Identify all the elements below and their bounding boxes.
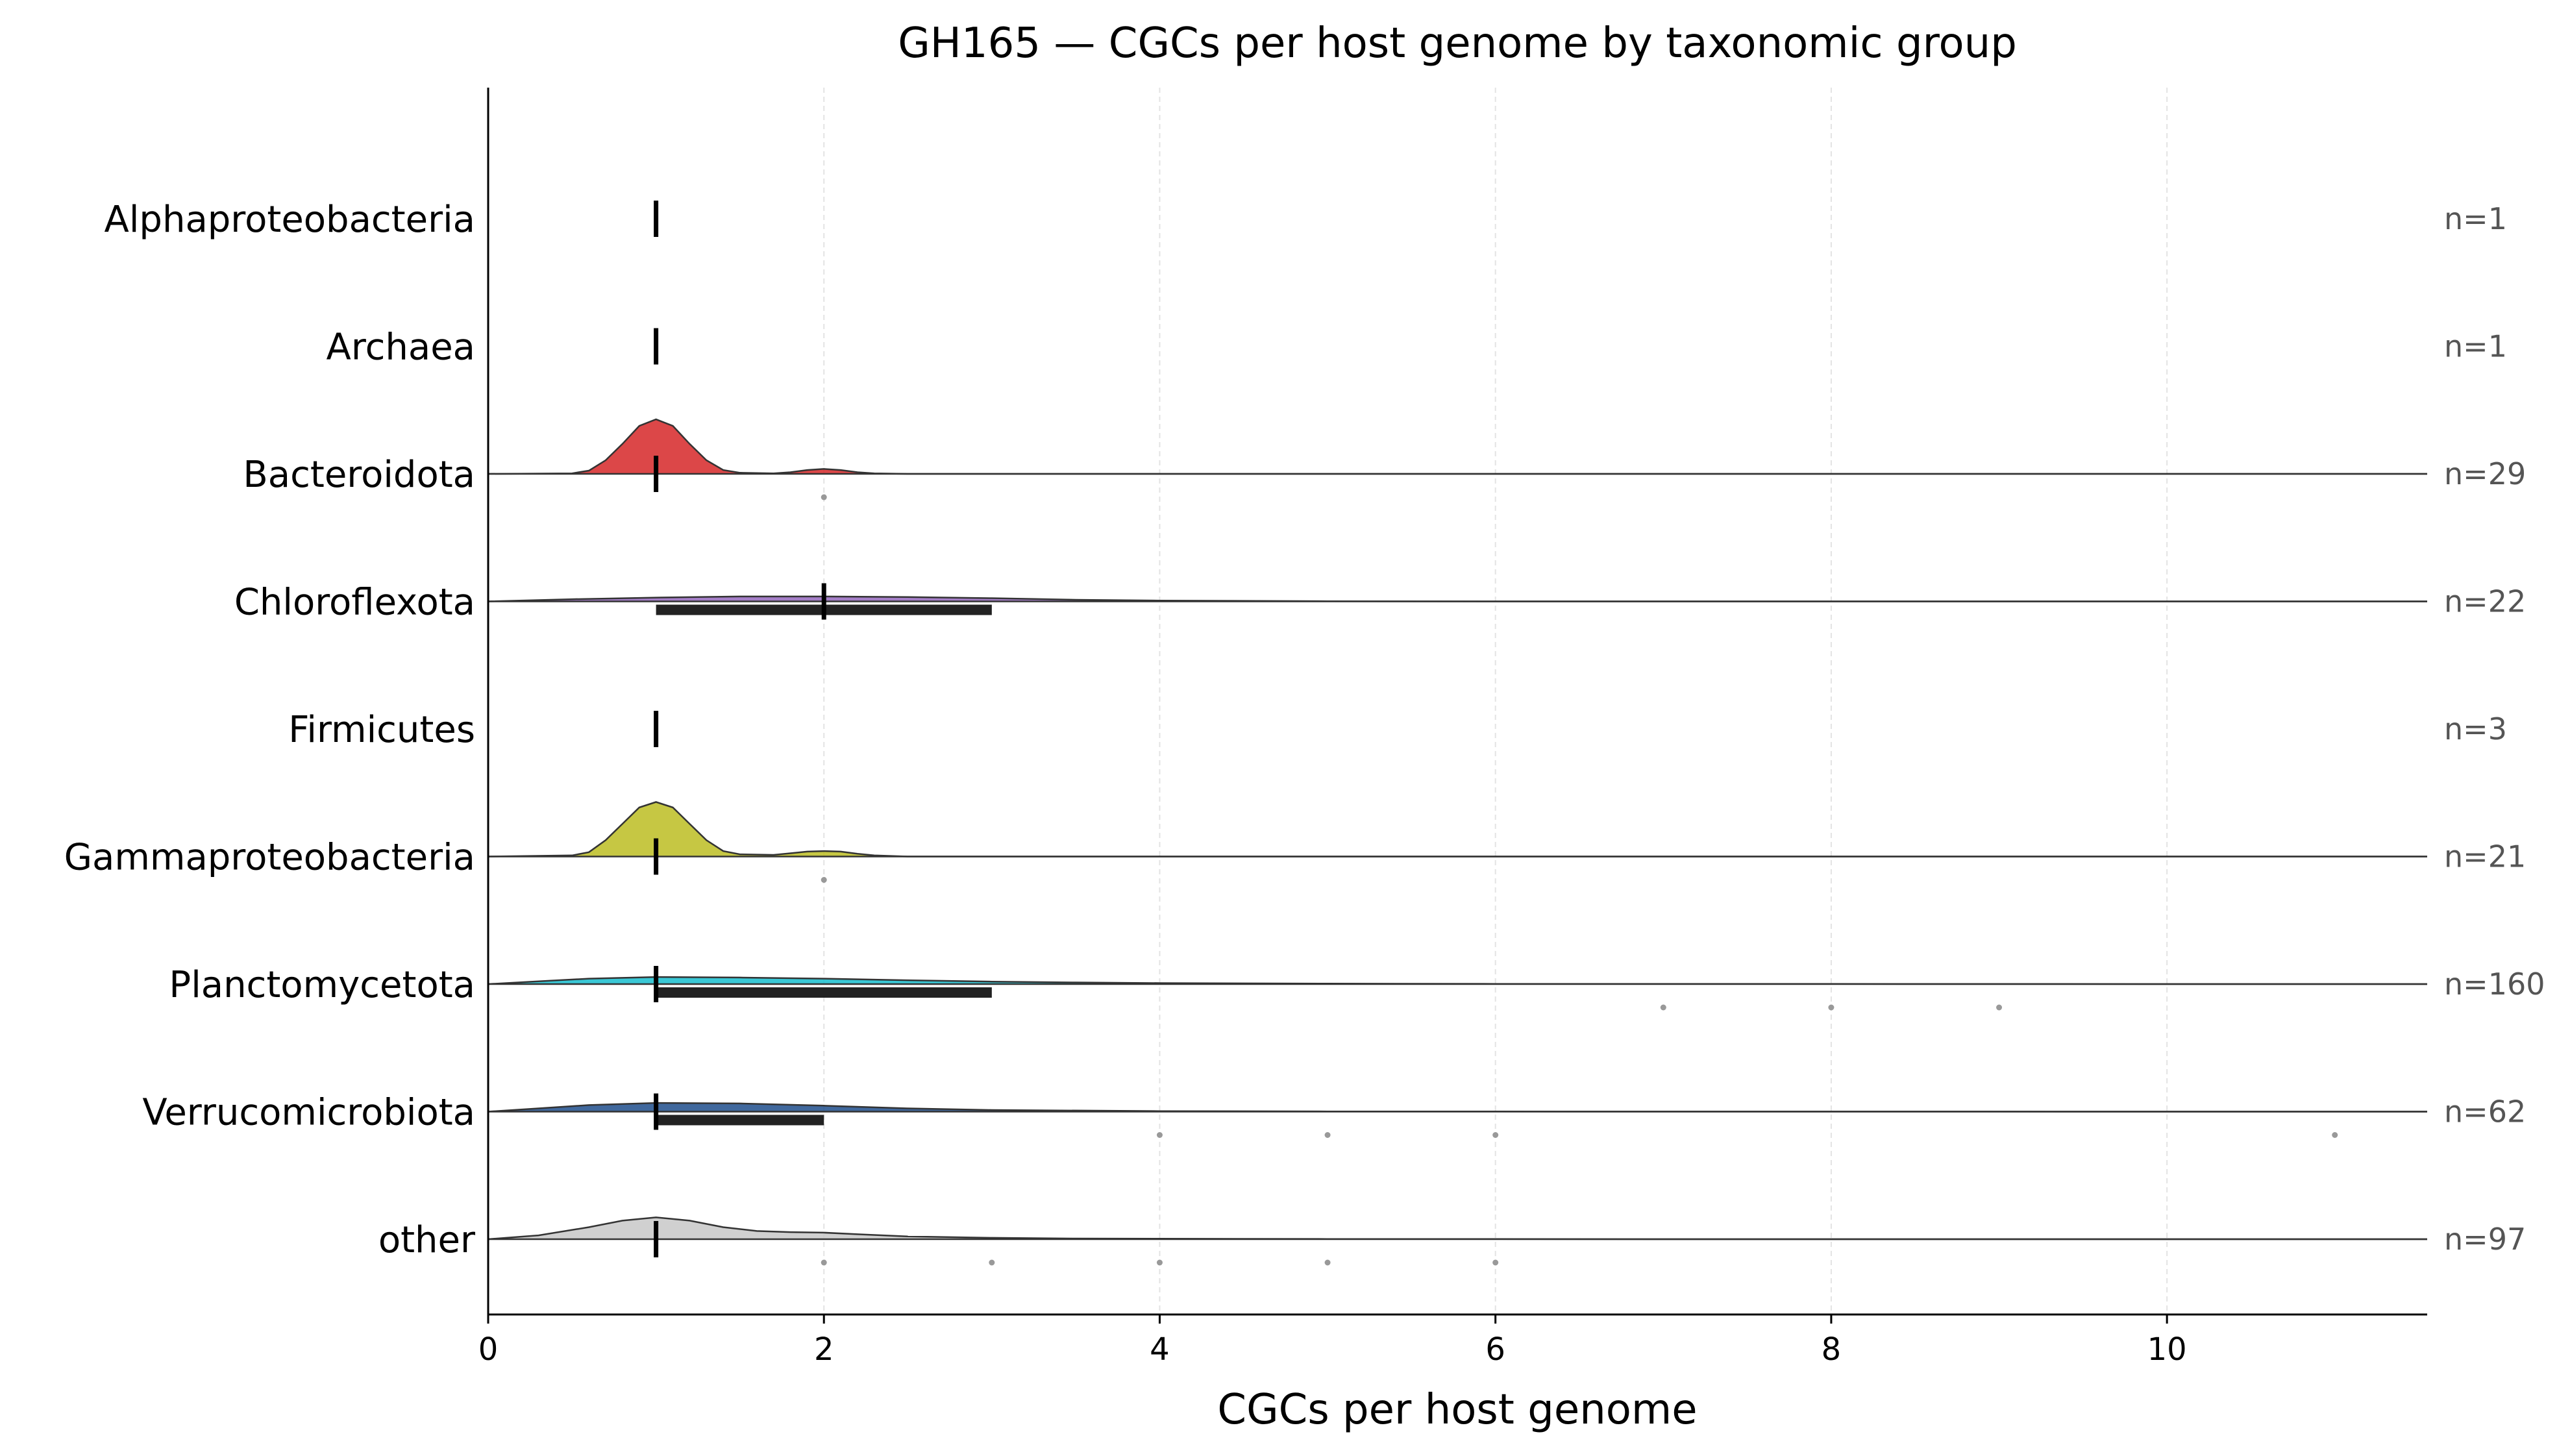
x-tick-label: 0 [478,1331,499,1368]
y-tick-label: Planctomycetota [169,964,475,1006]
n-count-label: n=62 [2444,1094,2526,1129]
grid-layer [823,88,2168,1314]
outlier-point [1660,1004,1666,1011]
y-tick-label: Verrucomicrobiota [142,1092,475,1134]
y-tick-label: Archaea [327,327,475,369]
x-axis-label: CGCs per host genome [1217,1386,1697,1434]
density-outline [488,801,2427,858]
n-count-label: n=160 [2444,967,2545,1002]
outlier-point [1828,1004,1835,1011]
y-tick-label: Firmicutes [288,709,475,751]
x-tick-label: 2 [814,1331,834,1368]
outlier-point [821,494,827,500]
iqr-bar [656,1115,824,1126]
n-count-label: n=21 [2444,839,2526,874]
density-ridge [488,802,2427,857]
density-ridge [488,419,2427,474]
x-tick-label: 10 [2147,1331,2187,1368]
n-count-label: n=97 [2444,1222,2526,1257]
density-ridge [488,596,2427,602]
outlier-point [1324,1259,1331,1266]
density-ridge [488,977,2427,984]
outlier-point [821,877,827,883]
axis-layer: Alphaproteobacteria n=1 Archaea n=1 Bacteroi… [64,88,2545,1368]
x-tick-label: 8 [1822,1331,1842,1368]
outlier-point [1492,1259,1499,1266]
density-outline [488,418,2427,475]
n-count-label: n=3 [2444,711,2507,747]
iqr-bar [656,987,992,998]
y-tick-label: Alphaproteobacteria [105,199,475,241]
outlier-point [1492,1132,1499,1138]
n-count-label: n=1 [2444,201,2507,236]
ridge-layer [488,201,2427,1266]
x-tick-label: 6 [1485,1331,1505,1368]
chart-title: GH165 — CGCs per host genome by taxonomi… [898,19,2017,68]
n-count-label: n=22 [2444,584,2526,619]
n-count-label: n=1 [2444,329,2507,364]
outlier-point [989,1259,995,1266]
y-tick-label: Bacteroidota [243,454,475,496]
y-tick-label: Chloroflexota [234,582,475,624]
density-ridge [488,1217,2427,1239]
outlier-point [1324,1132,1331,1138]
x-tick-label: 4 [1150,1331,1170,1368]
y-tick-label: Gammaproteobacteria [64,837,475,879]
outlier-point [1996,1004,2003,1011]
y-tick-label: other [378,1219,476,1261]
outlier-point [1156,1132,1163,1138]
outlier-point [821,1259,827,1266]
n-count-label: n=29 [2444,456,2526,491]
outlier-point [2332,1132,2338,1138]
outlier-point [1156,1259,1163,1266]
